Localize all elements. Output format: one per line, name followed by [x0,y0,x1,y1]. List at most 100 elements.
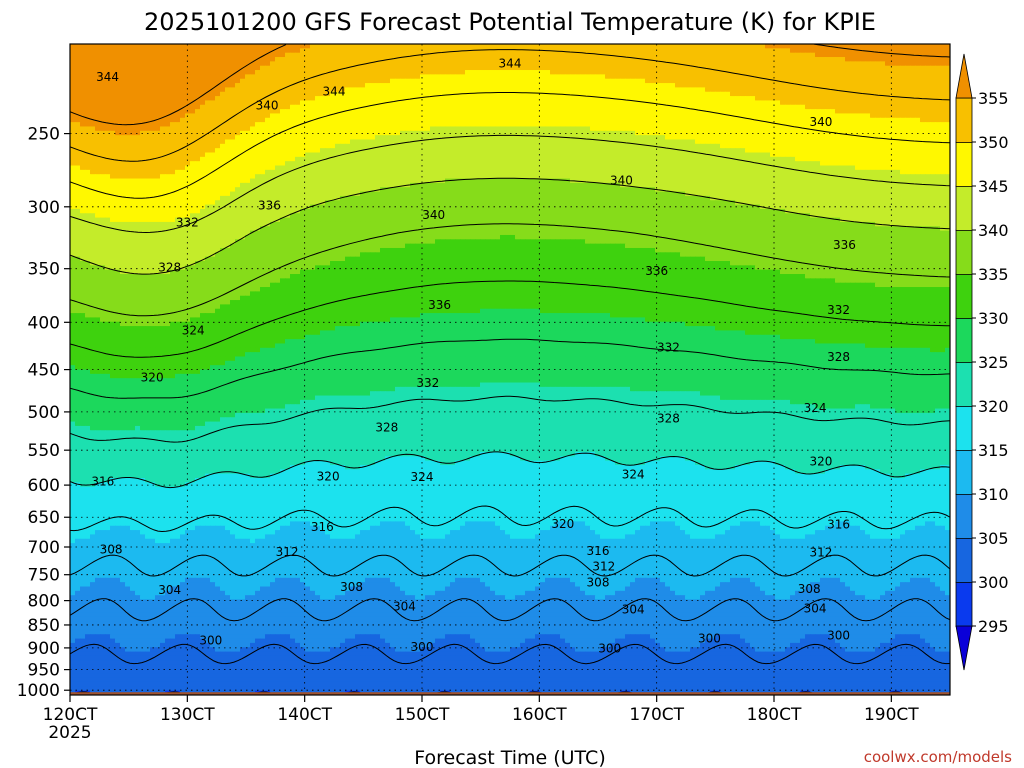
field-cell [590,161,596,167]
field-cell [75,122,81,128]
field-cell [945,78,950,84]
field-cell [500,74,506,80]
field-cell [565,83,571,88]
field-cell [95,126,101,132]
field-cell [350,96,356,102]
field-cell [410,117,416,123]
field-cell [690,91,696,97]
field-cell [395,135,401,141]
field-cell [765,52,771,58]
field-cell [620,152,626,158]
field-cell [475,57,481,62]
field-cell [580,161,586,167]
field-cell [400,148,406,154]
field-cell [695,87,701,93]
field-cell [90,65,96,71]
field-cell [315,61,321,67]
field-cell [725,152,731,158]
field-cell [370,78,376,84]
field-cell [385,135,391,141]
field-cell [530,87,536,93]
field-cell [75,148,81,154]
field-cell [345,100,351,106]
field-cell [645,117,651,123]
field-cell [655,113,661,119]
field-cell [260,165,266,171]
field-cell [895,109,901,115]
field-cell [735,48,741,54]
field-cell [265,48,271,54]
field-cell [860,96,866,102]
field-cell [310,96,316,102]
field-cell [840,91,846,97]
field-cell [735,57,741,62]
field-cell [710,130,716,136]
field-cell [405,48,411,54]
field-cell [735,65,741,71]
field-cell [555,83,561,88]
field-cell [255,83,261,88]
field-cell [510,126,516,132]
field-cell [260,78,266,84]
field-cell [175,122,181,128]
field-cell [85,65,91,71]
field-cell [275,135,281,141]
field-cell [495,87,501,93]
field-cell [210,143,216,149]
field-cell [655,48,661,54]
field-cell [560,143,566,149]
field-cell [200,152,206,158]
field-cell [695,135,701,141]
field-cell [365,122,371,128]
field-cell [270,70,276,75]
field-cell [95,61,101,67]
field-cell [715,74,721,80]
field-cell [565,44,571,49]
field-cell [835,91,841,97]
field-cell [290,65,296,71]
field-cell [935,61,941,67]
field-cell [760,70,766,75]
field-cell [750,139,756,145]
field-cell [530,57,536,62]
field-cell [440,130,446,136]
field-cell [460,156,466,162]
field-cell [765,152,771,158]
field-cell [690,148,696,154]
field-cell [190,52,196,58]
field-cell [775,109,781,115]
field-cell [415,48,421,54]
field-cell [275,148,281,154]
field-cell [75,83,81,88]
field-cell [225,52,231,58]
field-cell [870,126,876,132]
field-cell [460,139,466,145]
field-cell [655,78,661,84]
field-cell [770,143,776,149]
field-cell [270,78,276,84]
field-cell [945,74,950,80]
field-cell [640,113,646,119]
field-cell [535,48,541,54]
field-cell [580,74,586,80]
field-cell [610,65,616,71]
field-cell [595,161,601,167]
field-cell [835,96,841,102]
field-cell [325,61,331,67]
field-cell [510,109,516,115]
field-cell [535,100,541,106]
field-cell [515,143,521,149]
field-cell [385,130,391,136]
field-cell [230,83,236,88]
field-cell [905,78,911,84]
field-cell [300,61,306,67]
field-cell [580,65,586,71]
field-cell [945,139,950,145]
field-cell [595,87,601,93]
field-cell [705,48,711,54]
field-cell [945,109,950,115]
field-cell [900,109,906,115]
field-cell [670,104,676,110]
field-cell [705,91,711,97]
field-cell [190,96,196,102]
